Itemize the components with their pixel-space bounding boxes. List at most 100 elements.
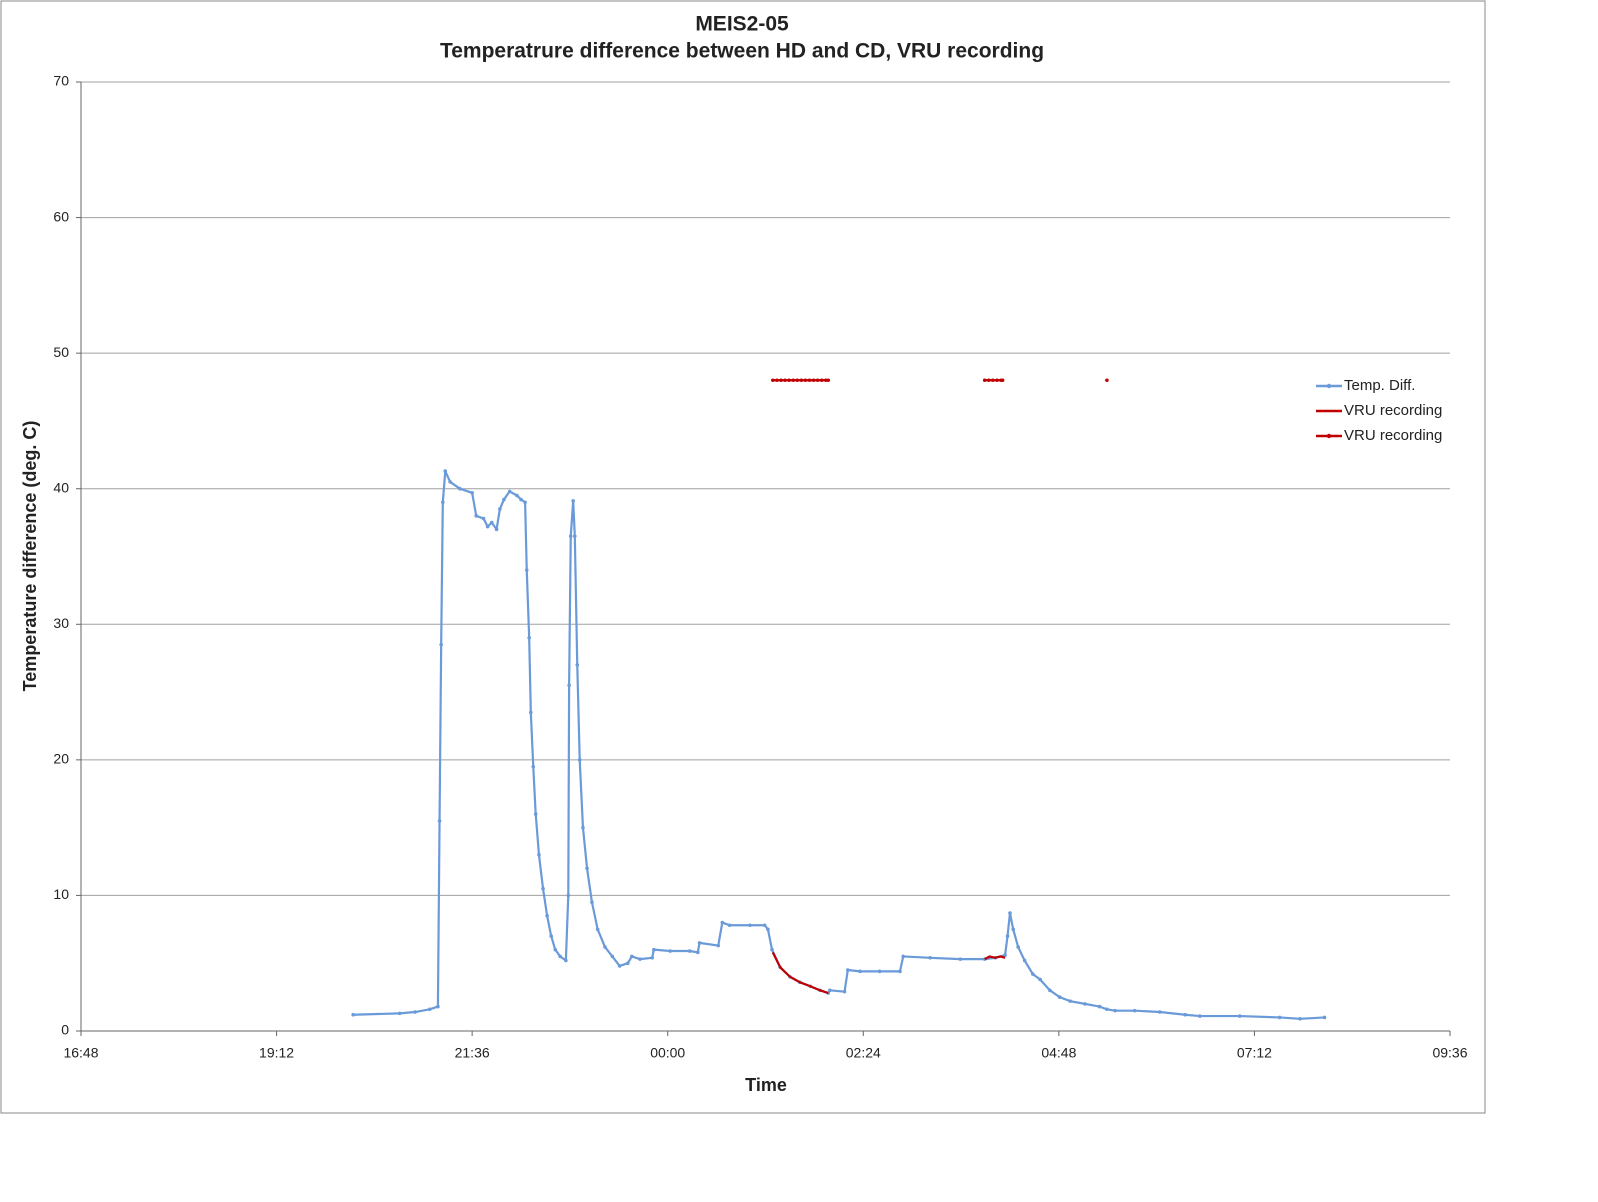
- point: [470, 490, 474, 495]
- point: [558, 954, 562, 959]
- point: [507, 489, 512, 494]
- point: [668, 949, 672, 953]
- point: [590, 900, 594, 905]
- point: [877, 969, 882, 974]
- point: [720, 920, 725, 925]
- point: [1016, 945, 1020, 949]
- y-tick-label: 30: [53, 615, 69, 631]
- point: [519, 497, 523, 502]
- point: [1022, 958, 1027, 963]
- point: [610, 954, 615, 959]
- point: [1237, 1014, 1242, 1018]
- point: [791, 378, 796, 383]
- x-tick-label: 07:12: [1237, 1045, 1272, 1061]
- point: [566, 893, 571, 898]
- point: [826, 378, 831, 383]
- point: [585, 866, 589, 871]
- y-tick-label: 0: [61, 1022, 69, 1038]
- point: [1000, 378, 1005, 383]
- point: [787, 378, 791, 383]
- point: [1322, 1015, 1327, 1020]
- point: [1048, 988, 1052, 993]
- point: [1005, 934, 1010, 938]
- point: [443, 469, 448, 473]
- y-tick-label: 60: [53, 208, 69, 224]
- point: [568, 534, 573, 538]
- point: [638, 957, 642, 961]
- point: [533, 812, 538, 816]
- point: [541, 886, 545, 891]
- legend-label: Temp. Diff.: [1344, 377, 1415, 394]
- point: [523, 500, 527, 505]
- point: [529, 710, 533, 715]
- point: [803, 378, 808, 383]
- point: [779, 378, 783, 383]
- point: [427, 1007, 432, 1012]
- point: [573, 534, 577, 538]
- point: [524, 568, 529, 572]
- point: [1105, 378, 1109, 383]
- point: [991, 378, 995, 383]
- point: [458, 486, 462, 491]
- y-axis-title: Temperature difference (deg. C): [20, 421, 40, 692]
- point: [502, 497, 506, 502]
- point: [858, 969, 862, 974]
- point: [1198, 1014, 1202, 1018]
- point: [1003, 953, 1007, 957]
- chart-frame: [0, 0, 1486, 1114]
- point: [766, 927, 770, 932]
- point: [1030, 972, 1035, 976]
- point: [687, 949, 692, 953]
- point: [958, 957, 963, 961]
- point: [811, 378, 816, 383]
- point: [630, 954, 634, 959]
- point: [567, 683, 571, 688]
- point: [553, 947, 558, 952]
- point: [748, 923, 752, 928]
- point: [515, 493, 519, 498]
- point: [716, 943, 721, 948]
- point: [625, 961, 630, 966]
- point: [771, 378, 775, 383]
- point: [1038, 977, 1042, 982]
- point: [595, 927, 600, 932]
- y-tick-label: 50: [53, 344, 69, 360]
- point: [995, 378, 999, 383]
- point: [815, 378, 820, 383]
- x-tick-label: 02:24: [846, 1045, 881, 1061]
- point: [413, 1010, 417, 1014]
- point: [575, 663, 580, 667]
- point: [494, 527, 499, 532]
- point: [481, 516, 486, 521]
- point: [986, 378, 991, 383]
- point: [1298, 1016, 1302, 1021]
- point: [1183, 1012, 1187, 1017]
- point: [795, 378, 800, 383]
- point: [696, 950, 700, 955]
- point: [437, 819, 442, 823]
- point: [436, 1004, 440, 1009]
- point: [762, 923, 767, 928]
- point: [727, 923, 732, 928]
- x-tick-label: 19:12: [259, 1045, 294, 1061]
- y-tick-label: 20: [53, 751, 69, 767]
- point: [1113, 1008, 1117, 1013]
- chart-title: MEIS2-05: [695, 13, 789, 36]
- point: [775, 378, 779, 383]
- point: [1008, 911, 1012, 915]
- legend-marker: [1326, 433, 1332, 439]
- x-tick-label: 00:00: [650, 1045, 685, 1061]
- point: [489, 520, 494, 525]
- point: [819, 378, 824, 383]
- point: [1083, 1002, 1087, 1006]
- point: [1097, 1004, 1102, 1009]
- point: [549, 934, 553, 938]
- point: [1158, 1010, 1162, 1014]
- point: [1105, 1007, 1109, 1012]
- x-tick-label: 04:48: [1041, 1045, 1076, 1061]
- point: [697, 941, 702, 945]
- point: [828, 988, 832, 993]
- point: [617, 964, 622, 968]
- chart-subtitle: Temperatrure difference between HD and C…: [440, 40, 1044, 63]
- point: [1011, 927, 1016, 932]
